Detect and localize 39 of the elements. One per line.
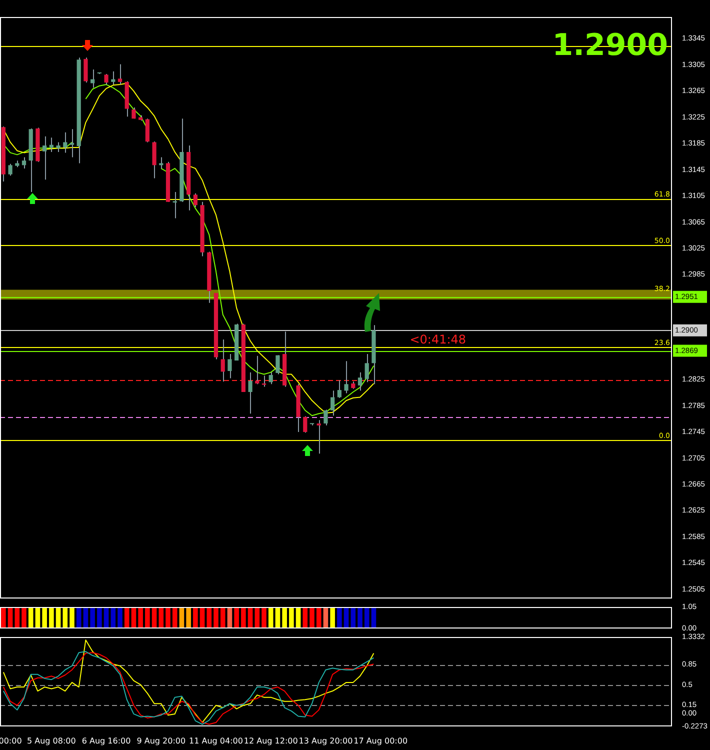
candlestick [63, 132, 68, 154]
x-tick-label: 11 Aug 04:00 [189, 736, 243, 746]
candlestick [337, 380, 342, 398]
candlestick [262, 375, 266, 388]
candlestick [303, 416, 308, 434]
candlestick [330, 390, 335, 416]
candlestick [56, 142, 60, 153]
candlestick [159, 156, 164, 169]
candlestick [276, 354, 280, 375]
x-tick-label: 13 Aug 20:00 [298, 736, 353, 746]
candlestick [22, 156, 26, 169]
annotation: <0:41:48 [410, 332, 466, 346]
candlestick [316, 420, 321, 454]
candlestick [268, 372, 273, 385]
candlestick [70, 128, 74, 158]
candlestick [118, 64, 122, 86]
candlestick [172, 192, 177, 219]
candlestick [255, 355, 260, 385]
x-tick-label: 6 Aug 16:00 [82, 736, 131, 746]
candlestick [84, 57, 88, 84]
candlestick [248, 372, 252, 414]
x-tick-label: 12 Aug 12:00 [244, 736, 298, 746]
candlestick [145, 118, 150, 143]
x-tick-label: 9 Aug 20:00 [136, 736, 186, 746]
candlestick [364, 353, 369, 383]
candlestick [324, 409, 328, 426]
x-tick-label: 17 Aug 00:00 [354, 736, 408, 746]
candlestick [49, 137, 54, 153]
candlestick [220, 339, 225, 382]
candlestick [8, 163, 12, 176]
candlestick [111, 70, 116, 86]
candlestick [42, 136, 47, 180]
candlestick [193, 192, 198, 208]
x-tick-label: 5 Aug 08:00 [27, 736, 76, 746]
candlestick [228, 353, 232, 379]
candlestick [358, 372, 362, 392]
candlestick [152, 141, 156, 179]
candlestick [104, 74, 108, 86]
candlestick [344, 360, 348, 394]
